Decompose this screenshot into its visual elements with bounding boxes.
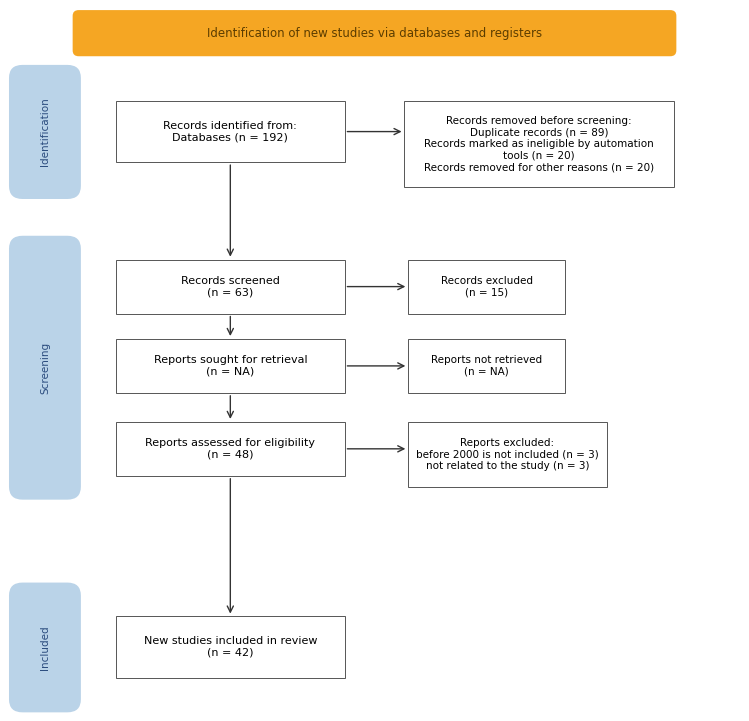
FancyBboxPatch shape: [408, 339, 565, 393]
FancyBboxPatch shape: [116, 260, 345, 314]
Text: Records excluded
(n = 15): Records excluded (n = 15): [441, 276, 533, 297]
FancyBboxPatch shape: [116, 422, 345, 476]
FancyBboxPatch shape: [408, 422, 607, 487]
FancyBboxPatch shape: [9, 236, 81, 500]
FancyBboxPatch shape: [9, 583, 81, 712]
FancyBboxPatch shape: [9, 65, 81, 199]
Text: Identification: Identification: [40, 97, 50, 167]
Text: Included: Included: [40, 625, 50, 670]
Text: Records identified from:
Databases (n = 192): Records identified from: Databases (n = …: [163, 121, 297, 142]
Text: Reports sought for retrieval
(n = NA): Reports sought for retrieval (n = NA): [154, 355, 307, 376]
Text: Reports assessed for eligibility
(n = 48): Reports assessed for eligibility (n = 48…: [145, 438, 315, 459]
Text: Records screened
(n = 63): Records screened (n = 63): [181, 276, 280, 297]
FancyBboxPatch shape: [404, 101, 674, 187]
Text: New studies included in review
(n = 42): New studies included in review (n = 42): [144, 637, 317, 658]
Text: Records removed before screening:
Duplicate records (n = 89)
Records marked as i: Records removed before screening: Duplic…: [424, 116, 655, 172]
FancyBboxPatch shape: [408, 260, 565, 314]
Text: Reports not retrieved
(n = NA): Reports not retrieved (n = NA): [431, 355, 542, 376]
FancyBboxPatch shape: [116, 339, 345, 393]
Text: Reports excluded:
before 2000 is not included (n = 3)
not related to the study (: Reports excluded: before 2000 is not inc…: [416, 438, 598, 471]
FancyBboxPatch shape: [116, 616, 345, 678]
FancyBboxPatch shape: [73, 10, 676, 56]
Text: Identification of new studies via databases and registers: Identification of new studies via databa…: [207, 27, 542, 40]
Text: Screening: Screening: [40, 342, 50, 394]
FancyBboxPatch shape: [116, 101, 345, 162]
